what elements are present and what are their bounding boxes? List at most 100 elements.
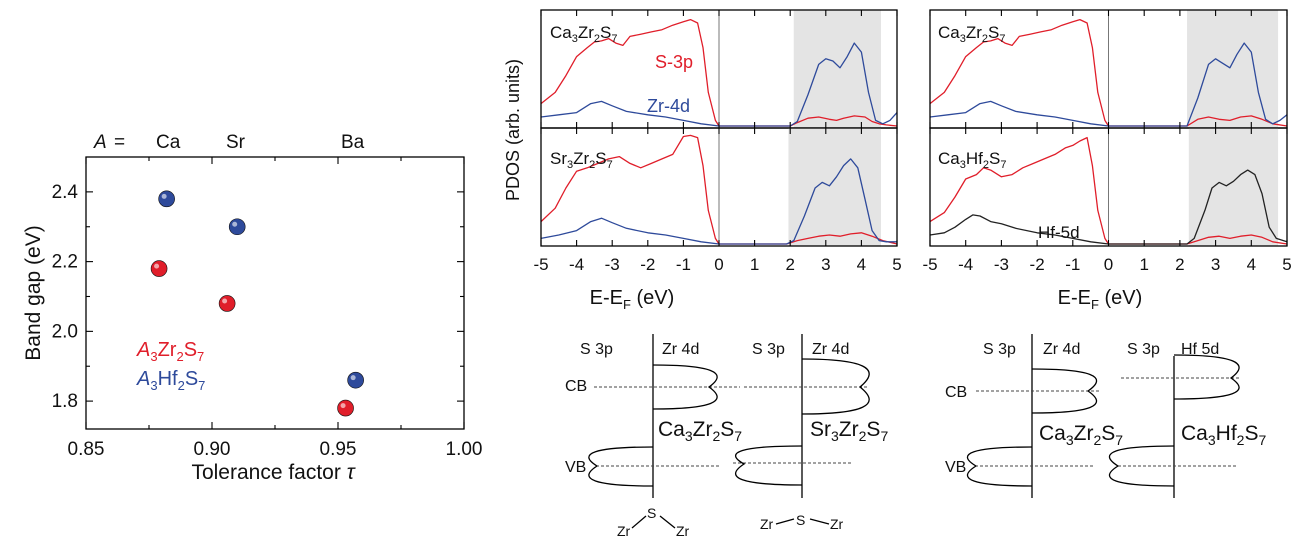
zr-data-point	[337, 399, 354, 417]
band-diagram-4: S 3p Hf 5d Ca3Hf2S7	[1108, 341, 1266, 498]
pdos-x-axis-label-right: E-EF (eV)	[1058, 287, 1143, 312]
pdos-x-tick-label: -5	[533, 255, 548, 274]
s-3p-curve	[540, 134, 898, 245]
pdos-x-tick-label: -4	[569, 255, 584, 274]
hf-data-point	[228, 218, 246, 236]
pdos-x-tick-label: 5	[892, 255, 901, 274]
s-3p-curve	[929, 18, 1288, 127]
pdos-x-tick-label: 3	[1211, 255, 1220, 274]
a-site-label-sr: Sr	[226, 132, 246, 153]
data-point-highlight	[222, 298, 228, 304]
pdos-x-tick-label: -3	[994, 255, 1009, 274]
pdos-x-axis-label-left: E-EF (eV)	[590, 287, 675, 312]
scatter-points	[150, 190, 364, 417]
diagram1-cb-label: CB	[565, 378, 587, 395]
diagram1-zr4d-label: Zr 4d	[662, 341, 699, 358]
scatter-y-axis-label: Band gap (eV)	[22, 225, 45, 360]
bond2-s: S	[796, 512, 805, 528]
legend-hf-label: A3Hf2S7	[136, 368, 205, 393]
diagram2-cb-lobe	[801, 358, 870, 415]
data-point-highlight	[232, 221, 238, 227]
pdos-x-tick-label: 0	[714, 255, 723, 274]
a-site-symbol: A	[93, 132, 107, 153]
bond2-zr-right: Zr	[830, 516, 844, 532]
diagram1-compound-label: Ca3Zr2S7	[658, 418, 742, 444]
pdos-x-tick-label: -5	[922, 255, 937, 274]
band-diagram-2: S 3p Zr 4d Sr3Zr2S7	[733, 334, 888, 498]
pdos-panel-ca3zr2s7-left	[540, 9, 898, 129]
hf-data-point	[347, 371, 364, 389]
pdos-x-tick-label: -2	[640, 255, 655, 274]
band-gap-shading	[1188, 128, 1279, 246]
scatter-x-tick-label: 0.90	[194, 439, 231, 460]
band-gap-shading	[793, 10, 881, 128]
data-point-highlight	[350, 375, 356, 381]
diagram3-cb-label: CB	[945, 384, 967, 401]
diagram2-compound-label: Sr3Zr2S7	[810, 418, 888, 444]
diagram3-s3p-label: S 3p	[983, 341, 1016, 358]
bond2-left-bond	[775, 518, 795, 525]
pdos-x-tick-label: 2	[1175, 255, 1184, 274]
diagram1-cb-lobe	[652, 364, 718, 410]
label-s-3p: S-3p	[655, 52, 693, 72]
s-3p-curve	[540, 18, 898, 127]
diagram3-compound-label: Ca3Zr2S7	[1039, 422, 1123, 448]
diagram2-zr4d-label: Zr 4d	[812, 341, 849, 358]
hf-data-point	[158, 190, 175, 208]
diagram1-vb-lobe	[588, 446, 654, 487]
diagram4-hf5d-label: Hf 5d	[1181, 341, 1219, 358]
diagram1-s3p-label: S 3p	[580, 341, 613, 358]
panel-title-ca3hf2s7: Ca3Hf2S7	[938, 149, 1006, 171]
pdos-x-tick-label: -1	[676, 255, 691, 274]
pdos-x-tick-label: -2	[1030, 255, 1045, 274]
pdos-panel-ca3hf2s7: -5 -4 -3 -2 -1 0 1 2 3 4 5	[922, 127, 1292, 274]
data-point-highlight	[161, 193, 167, 199]
a-site-label-ca: Ca	[156, 132, 181, 153]
bond2-right-bond	[809, 518, 830, 525]
legend-zr-label: A3Zr2S7	[136, 339, 204, 364]
pdos-x-tick-label: 0	[1104, 255, 1113, 274]
pdos-x-tick-label: 4	[1247, 255, 1256, 274]
panel-title-ca3zr2s7-left: Ca3Zr2S7	[550, 23, 618, 45]
pdos-x-tick-label: -3	[605, 255, 620, 274]
scatter-x-tick-label: 0.85	[68, 439, 105, 460]
s-3p-curve	[929, 136, 1288, 245]
pdos-x-tick-label: 1	[1139, 255, 1148, 274]
diagram4-s3p-label: S 3p	[1127, 341, 1160, 358]
zr-data-point	[150, 260, 168, 277]
pdos-x-tick-label: 2	[785, 255, 794, 274]
bond1-left-bond	[631, 515, 647, 529]
diagram3-vb-label: VB	[945, 459, 966, 476]
bond2-zr-left: Zr	[760, 516, 774, 532]
pdos-x-tick-label: 5	[1282, 255, 1291, 274]
scatter-x-axis-label: Tolerance factor τ	[191, 461, 355, 484]
bond1-right-bond	[659, 515, 676, 529]
a-site-equals: =	[114, 132, 125, 153]
a-site-label-ba: Ba	[341, 132, 365, 153]
zr-data-point	[218, 295, 236, 312]
bond1-s: S	[647, 505, 656, 521]
bond-sketch-bent: Zr S Zr	[617, 505, 690, 539]
diagram2-s3p-label: S 3p	[752, 341, 785, 358]
diagram2-vb-lobe	[734, 445, 803, 486]
diagram4-compound-label: Ca3Hf2S7	[1181, 422, 1266, 448]
diagram3-zr4d-label: Zr 4d	[1043, 341, 1080, 358]
pdos-panels: -5 -4 -3 -2 -1 0 1 2 3 4 5 -5 -4 -3 -2 -1 0 1 2 3 4 5	[533, 9, 1292, 274]
diagram4-vb-lobe	[1108, 445, 1175, 487]
scatter-x-tick-label: 0.95	[320, 439, 357, 460]
scatter-y-tick-label: 2.4	[52, 182, 79, 203]
diagram4-cb-lobe	[1173, 354, 1240, 400]
band-gap-shading	[1187, 10, 1279, 128]
pdos-x-tick-label: 1	[750, 255, 759, 274]
data-point-highlight	[154, 263, 160, 269]
band-diagram-1: S 3p Zr 4d CB VB Ca3Zr2S7	[565, 334, 742, 498]
pdos-x-tick-label: -4	[958, 255, 973, 274]
zr-4d-curve	[540, 42, 898, 127]
pdos-x-tick-label: 4	[857, 255, 866, 274]
bond1-zr-right: Zr	[676, 523, 690, 539]
panel-title-sr3zr2s7: Sr3Zr2S7	[550, 149, 613, 171]
scatter-y-tick-label: 1.8	[52, 391, 78, 412]
panel-title-ca3zr2s7-right: Ca3Zr2S7	[938, 23, 1006, 45]
label-zr-4d: Zr-4d	[647, 96, 690, 116]
scatter-y-tick-label: 2.0	[52, 321, 78, 342]
